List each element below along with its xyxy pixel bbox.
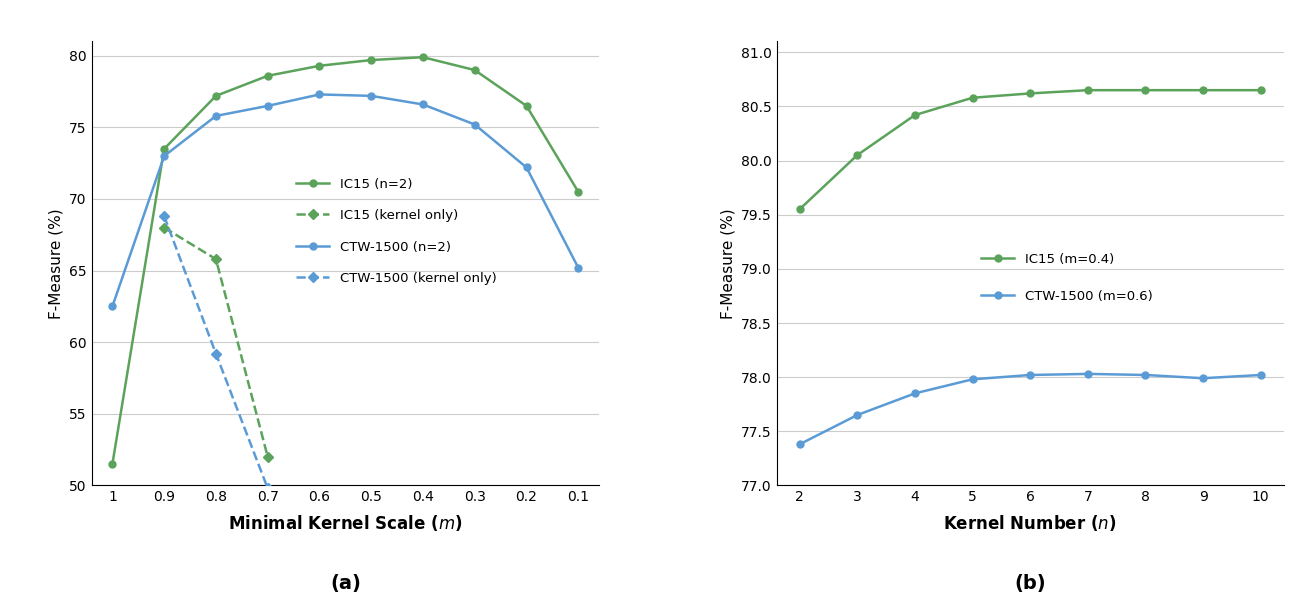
- IC15 (n=2): [363, 56, 379, 63]
- IC15 (n=2): [259, 72, 275, 79]
- IC15 (kernel only): [208, 256, 224, 263]
- IC15 (m=0.4): [1252, 86, 1268, 94]
- CTW-1500 (m=0.6): [964, 376, 980, 383]
- Legend: IC15 (m=0.4), CTW-1500 (m=0.6): IC15 (m=0.4), CTW-1500 (m=0.6): [976, 248, 1158, 308]
- CTW-1500 (m=0.6): [1195, 375, 1210, 382]
- Line: IC15 (n=2): IC15 (n=2): [109, 54, 582, 468]
- IC15 (m=0.4): [1079, 86, 1095, 94]
- IC15 (n=2): [466, 66, 482, 73]
- CTW-1500 (m=0.6): [791, 440, 807, 448]
- IC15 (n=2): [570, 188, 586, 195]
- Y-axis label: F-Measure (%): F-Measure (%): [721, 208, 735, 318]
- Line: IC15 (kernel only): IC15 (kernel only): [161, 224, 271, 460]
- IC15 (n=2): [156, 145, 172, 152]
- CTW-1500 (kernel only): [208, 350, 224, 357]
- CTW-1500 (m=0.6): [849, 411, 865, 419]
- Legend: IC15 (n=2), IC15 (kernel only), CTW-1500 (n=2), CTW-1500 (kernel only): IC15 (n=2), IC15 (kernel only), CTW-1500…: [291, 172, 502, 290]
- IC15 (m=0.4): [1022, 90, 1038, 97]
- Text: (b): (b): [1014, 574, 1045, 592]
- CTW-1500 (n=2): [312, 91, 328, 98]
- CTW-1500 (m=0.6): [907, 390, 922, 397]
- IC15 (m=0.4): [964, 94, 980, 101]
- Line: CTW-1500 (m=0.6): CTW-1500 (m=0.6): [796, 371, 1264, 448]
- Line: CTW-1500 (n=2): CTW-1500 (n=2): [109, 91, 582, 310]
- Text: (a): (a): [330, 574, 360, 592]
- CTW-1500 (n=2): [415, 101, 431, 108]
- CTW-1500 (kernel only): [259, 485, 275, 492]
- CTW-1500 (n=2): [208, 112, 224, 120]
- IC15 (n=2): [415, 54, 431, 61]
- IC15 (n=2): [105, 461, 121, 468]
- CTW-1500 (n=2): [519, 164, 534, 171]
- IC15 (kernel only): [156, 224, 172, 231]
- CTW-1500 (n=2): [570, 264, 586, 271]
- CTW-1500 (n=2): [105, 303, 121, 310]
- IC15 (n=2): [519, 102, 534, 110]
- CTW-1500 (m=0.6): [1022, 371, 1038, 378]
- CTW-1500 (n=2): [363, 92, 379, 99]
- CTW-1500 (kernel only): [156, 213, 172, 220]
- IC15 (m=0.4): [791, 206, 807, 213]
- IC15 (m=0.4): [1195, 86, 1210, 94]
- CTW-1500 (m=0.6): [1137, 371, 1153, 378]
- IC15 (kernel only): [259, 453, 275, 461]
- IC15 (m=0.4): [1137, 86, 1153, 94]
- CTW-1500 (n=2): [259, 102, 275, 110]
- Line: CTW-1500 (kernel only): CTW-1500 (kernel only): [161, 213, 271, 492]
- X-axis label: Minimal Kernel Scale ($m$): Minimal Kernel Scale ($m$): [228, 513, 462, 533]
- CTW-1500 (n=2): [466, 121, 482, 128]
- CTW-1500 (m=0.6): [1252, 371, 1268, 378]
- IC15 (n=2): [208, 92, 224, 99]
- IC15 (n=2): [312, 62, 328, 69]
- IC15 (m=0.4): [907, 111, 922, 118]
- Line: IC15 (m=0.4): IC15 (m=0.4): [796, 86, 1264, 213]
- X-axis label: Kernel Number ($n$): Kernel Number ($n$): [943, 513, 1117, 533]
- IC15 (m=0.4): [849, 152, 865, 159]
- CTW-1500 (m=0.6): [1079, 371, 1095, 378]
- Y-axis label: F-Measure (%): F-Measure (%): [48, 208, 64, 318]
- CTW-1500 (n=2): [156, 153, 172, 160]
